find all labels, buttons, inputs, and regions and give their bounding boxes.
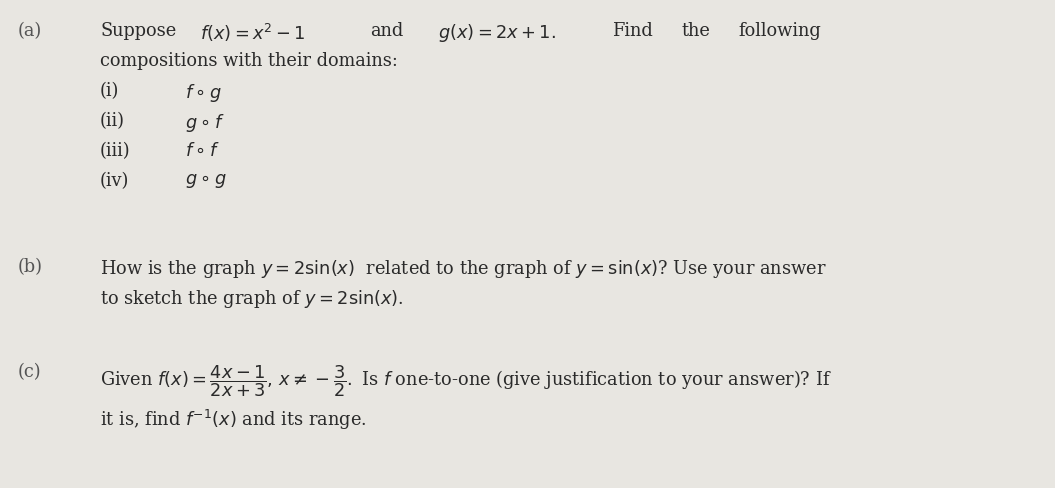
- Text: following: following: [738, 22, 821, 40]
- Text: $g \circ f$: $g \circ f$: [185, 112, 225, 134]
- Text: to sketch the graph of $y = 2\sin(x)$.: to sketch the graph of $y = 2\sin(x)$.: [100, 287, 404, 309]
- Text: (b): (b): [18, 258, 43, 275]
- Text: (iii): (iii): [100, 142, 131, 160]
- Text: it is, find $f^{-1}(x)$ and its range.: it is, find $f^{-1}(x)$ and its range.: [100, 407, 366, 431]
- Text: Find: Find: [612, 22, 653, 40]
- Text: $f \circ g$: $f \circ g$: [185, 82, 222, 104]
- Text: $f \circ f$: $f \circ f$: [185, 142, 219, 160]
- Text: Suppose: Suppose: [100, 22, 176, 40]
- Text: $f(x) = x^2 - 1$: $f(x) = x^2 - 1$: [200, 22, 306, 44]
- Text: the: the: [682, 22, 711, 40]
- Text: How is the graph $y = 2\sin(x)$  related to the graph of $y = \sin(x)$? Use your: How is the graph $y = 2\sin(x)$ related …: [100, 258, 826, 280]
- Text: (i): (i): [100, 82, 119, 100]
- Text: (a): (a): [18, 22, 42, 40]
- Text: (ii): (ii): [100, 112, 124, 130]
- Text: (c): (c): [18, 362, 41, 380]
- Text: and: and: [370, 22, 403, 40]
- Text: $g(x) = 2x + 1.$: $g(x) = 2x + 1.$: [438, 22, 556, 44]
- Text: Given $f(x) = \dfrac{4x-1}{2x+3},\,x \neq -\dfrac{3}{2}.$ Is $f$ one-to-one (giv: Given $f(x) = \dfrac{4x-1}{2x+3},\,x \ne…: [100, 362, 831, 398]
- Text: (iv): (iv): [100, 172, 130, 190]
- Text: compositions with their domains:: compositions with their domains:: [100, 52, 398, 70]
- Text: $g \circ g$: $g \circ g$: [185, 172, 227, 190]
